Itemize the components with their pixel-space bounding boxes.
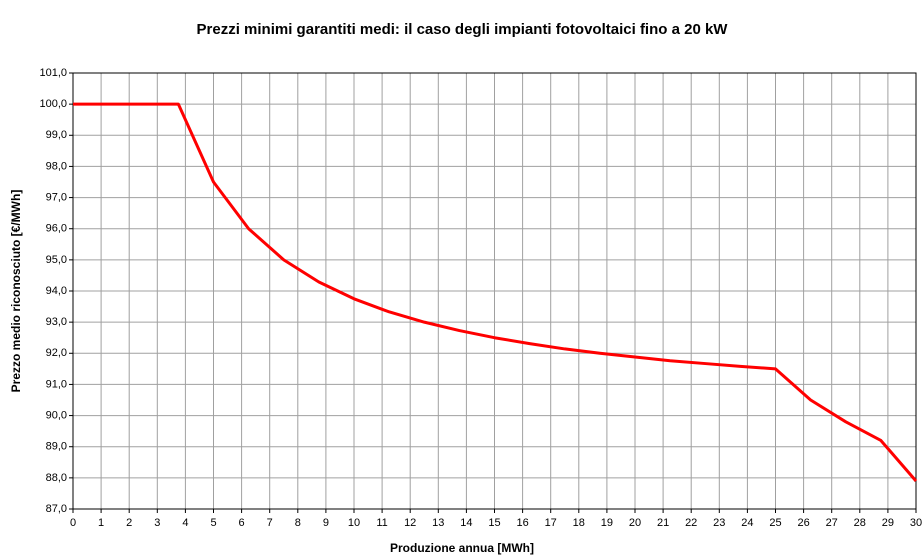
x-tick-label: 13 bbox=[432, 517, 444, 529]
x-tick-label: 2 bbox=[126, 517, 132, 529]
x-tick-label: 1 bbox=[98, 517, 104, 529]
x-tick-label: 24 bbox=[741, 517, 753, 529]
y-tick-label: 87,0 bbox=[46, 503, 67, 515]
x-tick-label: 28 bbox=[854, 517, 866, 529]
y-tick-label: 98,0 bbox=[46, 160, 67, 172]
x-tick-label: 17 bbox=[545, 517, 557, 529]
x-tick-label: 14 bbox=[460, 517, 472, 529]
x-tick-label: 10 bbox=[348, 517, 360, 529]
x-tick-label: 29 bbox=[882, 517, 894, 529]
plot-border bbox=[72, 72, 917, 510]
x-tick-label: 26 bbox=[797, 517, 809, 529]
y-tick-label: 94,0 bbox=[46, 285, 67, 297]
chart-title: Prezzi minimi garantiti medi: il caso de… bbox=[197, 21, 729, 38]
x-tick-label: 19 bbox=[601, 517, 613, 529]
x-tick-label: 20 bbox=[629, 517, 641, 529]
x-tick-label: 7 bbox=[267, 517, 273, 529]
x-tick-label: 12 bbox=[404, 517, 416, 529]
x-tick-label: 6 bbox=[239, 517, 245, 529]
x-tick-label: 25 bbox=[769, 517, 781, 529]
y-tick-label: 95,0 bbox=[46, 254, 67, 266]
x-tick-label: 11 bbox=[376, 517, 387, 529]
x-tick-label: 4 bbox=[182, 517, 188, 529]
y-axis-label: Prezzo medio riconosciuto [€/MWh] bbox=[9, 190, 23, 393]
data-line bbox=[73, 102, 918, 482]
y-tick-label: 99,0 bbox=[46, 129, 67, 141]
y-tick-label: 101,0 bbox=[39, 67, 67, 79]
x-tick-label: 0 bbox=[70, 517, 76, 529]
x-tick-label: 21 bbox=[657, 517, 669, 529]
x-tick-label: 18 bbox=[573, 517, 585, 529]
x-tick-label: 27 bbox=[826, 517, 838, 529]
y-tick-label: 96,0 bbox=[46, 223, 67, 235]
x-tick-label: 30 bbox=[910, 517, 922, 529]
y-tick-label: 100,0 bbox=[39, 98, 67, 110]
y-tick-label: 89,0 bbox=[46, 441, 67, 453]
y-tick-label: 93,0 bbox=[46, 316, 67, 328]
x-tick-label: 15 bbox=[488, 517, 500, 529]
x-tick-label: 9 bbox=[323, 517, 329, 529]
x-tick-label: 8 bbox=[295, 517, 301, 529]
y-tick-label: 91,0 bbox=[46, 378, 67, 390]
y-tick-label: 88,0 bbox=[46, 472, 67, 484]
x-tick-label: 16 bbox=[516, 517, 528, 529]
y-tick-label: 92,0 bbox=[46, 347, 67, 359]
x-tick-label: 22 bbox=[685, 517, 697, 529]
x-tick-label: 23 bbox=[713, 517, 725, 529]
x-axis-label: Produzione annua [MWh] bbox=[390, 541, 534, 555]
x-tick-label: 5 bbox=[210, 517, 216, 529]
y-tick-label: 90,0 bbox=[46, 409, 67, 421]
y-tick-label: 97,0 bbox=[46, 191, 67, 203]
x-tick-label: 3 bbox=[154, 517, 160, 529]
